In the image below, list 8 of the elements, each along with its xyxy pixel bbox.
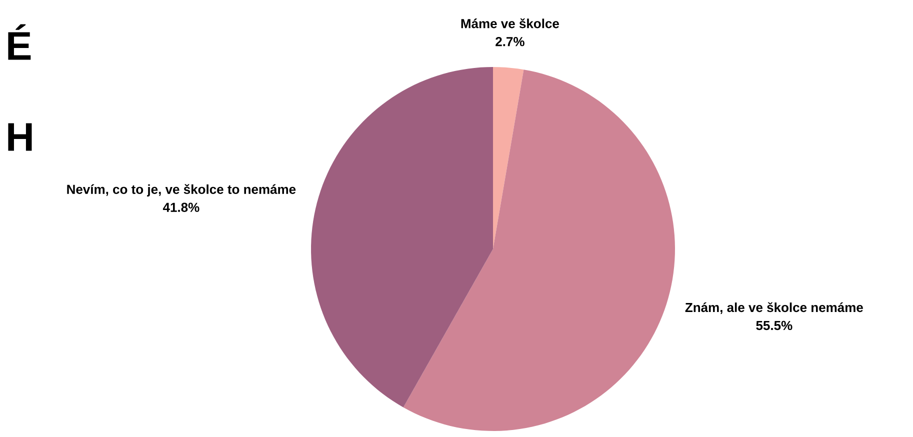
data-label: 2.7%: [496, 37, 524, 46]
text: É: [8, 24, 31, 60]
text: H: [8, 123, 32, 151]
slice-label: Máme ve školce: [461, 18, 559, 28]
slice-label: Nevím, co to je, ve školce to nemáme: [67, 184, 296, 197]
slice-label: Znám, ale ve školce nemáme: [685, 302, 863, 314]
data-label: 55.5%: [756, 320, 792, 330]
data-label: 41.8%: [162, 202, 200, 212]
